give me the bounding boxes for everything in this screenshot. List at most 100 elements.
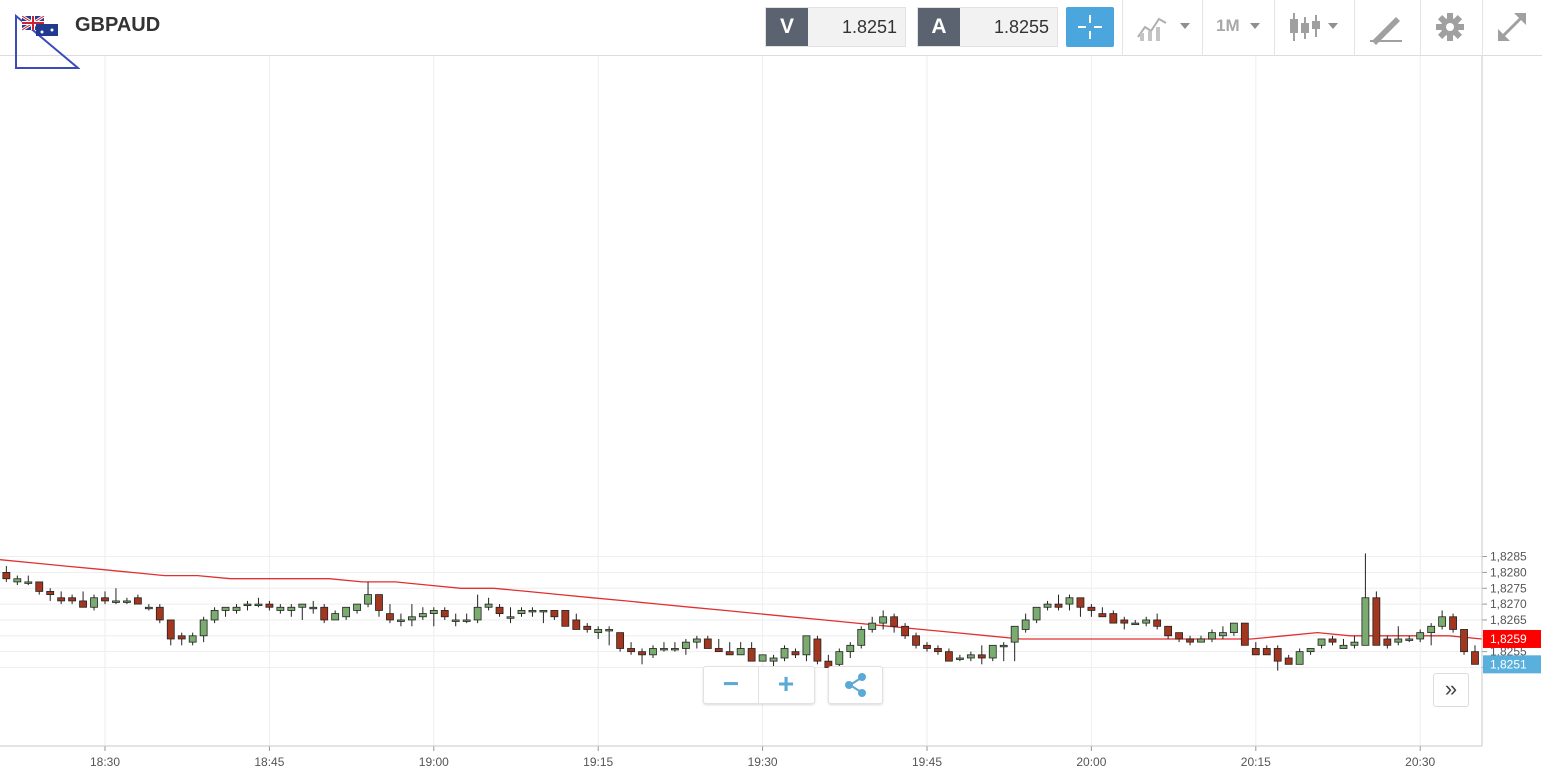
candle-down[interactable] (1328, 635, 1337, 646)
candle-up[interactable] (1427, 623, 1436, 646)
candle-up[interactable] (835, 648, 844, 668)
candle-down[interactable] (912, 632, 920, 649)
candle-down[interactable] (638, 648, 646, 665)
candle-down[interactable] (934, 645, 942, 655)
candle-down[interactable] (714, 638, 723, 653)
candle-up[interactable] (1405, 635, 1414, 643)
drawing-tools-button[interactable] (1366, 7, 1406, 47)
candle-up[interactable] (429, 607, 438, 627)
candle-down[interactable] (923, 642, 931, 652)
candle-down[interactable] (890, 613, 899, 633)
candle-up[interactable] (1438, 610, 1447, 630)
candle-up[interactable] (210, 607, 219, 624)
candle-up[interactable] (1032, 606, 1041, 624)
candle-up[interactable] (473, 594, 482, 624)
candle-down[interactable] (1098, 607, 1107, 618)
candle-down[interactable] (46, 588, 55, 601)
candle-up[interactable] (1339, 638, 1348, 649)
candle-up[interactable] (232, 604, 241, 614)
chart-type-button[interactable] (1132, 7, 1196, 47)
settings-button[interactable] (1430, 7, 1470, 47)
candle-up[interactable] (660, 642, 668, 652)
candle-up[interactable] (780, 645, 789, 662)
candle-down[interactable] (627, 642, 635, 655)
symbol-name[interactable]: GBPAUD (75, 14, 161, 36)
candle-down[interactable] (945, 648, 953, 662)
candle-up[interactable] (123, 597, 131, 605)
candle-up[interactable] (758, 654, 767, 662)
candle-up[interactable] (988, 644, 997, 662)
candle-up[interactable] (254, 597, 263, 608)
candle-up[interactable] (846, 642, 855, 658)
candle-down[interactable] (495, 604, 504, 617)
candle-down[interactable] (1087, 604, 1096, 617)
candle-up[interactable] (199, 616, 208, 643)
candle-down[interactable] (725, 642, 734, 656)
candle-down[interactable] (386, 604, 394, 624)
candle-down[interactable] (550, 610, 559, 620)
candle-up[interactable] (506, 607, 515, 624)
bid-price-box[interactable]: V 1.8251 (765, 7, 906, 47)
candle-down[interactable] (1262, 645, 1271, 656)
candle-up[interactable] (298, 603, 307, 620)
candle-up[interactable] (342, 606, 351, 620)
candle-up[interactable] (966, 651, 975, 662)
candle-down[interactable] (1383, 635, 1392, 649)
candle-up[interactable] (287, 604, 296, 617)
candle-up[interactable] (13, 575, 22, 586)
candle-up[interactable] (868, 616, 877, 633)
zoom-out-button[interactable]: − (704, 667, 759, 703)
candle-down[interactable] (101, 591, 109, 605)
candle-down[interactable] (1109, 610, 1118, 624)
candle-down[interactable] (572, 613, 581, 630)
candle-down[interactable] (977, 645, 986, 665)
candle-up[interactable] (331, 610, 340, 621)
candle-up[interactable] (1010, 625, 1019, 662)
candle-up[interactable] (243, 600, 252, 611)
candle-down[interactable] (1251, 642, 1260, 656)
candle-up[interactable] (397, 613, 405, 627)
candle-down[interactable] (901, 623, 909, 639)
candle-down[interactable] (561, 610, 570, 627)
candle-down[interactable] (616, 632, 625, 652)
scroll-to-latest-button[interactable]: » (1433, 673, 1469, 707)
candle-up[interactable] (1197, 635, 1205, 643)
candle-down[interactable] (1175, 632, 1183, 643)
candle-down[interactable] (1471, 645, 1479, 665)
candle-up[interactable] (276, 604, 285, 614)
candle-down[interactable] (791, 648, 800, 658)
candle-down[interactable] (813, 635, 822, 665)
candle-down[interactable] (57, 591, 66, 605)
candle-down[interactable] (35, 581, 44, 595)
candle-up[interactable] (451, 613, 460, 627)
candle-up[interactable] (857, 626, 866, 649)
candle-down[interactable] (177, 632, 186, 646)
candle-down[interactable] (1372, 591, 1381, 646)
candle-down[interactable] (1240, 622, 1249, 646)
candle-down[interactable] (1164, 625, 1173, 639)
candle-down[interactable] (79, 591, 87, 608)
candle-up[interactable] (1350, 635, 1359, 649)
candle-up[interactable] (528, 607, 537, 617)
candle-down[interactable] (166, 619, 175, 646)
candle-up[interactable] (1208, 629, 1216, 643)
candle-up[interactable] (1361, 553, 1370, 646)
candle-up[interactable] (1065, 594, 1074, 611)
share-button[interactable] (828, 666, 883, 704)
ask-price-box[interactable]: A 1.8255 (917, 7, 1058, 47)
candle-up[interactable] (1219, 626, 1227, 639)
candle-up[interactable] (1317, 638, 1326, 649)
candle-down[interactable] (320, 604, 329, 624)
candle-up[interactable] (1131, 619, 1140, 626)
candle-up[interactable] (1306, 648, 1315, 655)
candle-up[interactable] (188, 632, 197, 646)
candle-up[interactable] (309, 600, 318, 614)
candle-up[interactable] (681, 638, 690, 655)
candle-up[interactable] (1142, 616, 1151, 627)
timeframe-button[interactable] (1208, 7, 1270, 47)
candle-down[interactable] (1449, 613, 1457, 633)
candle-up[interactable] (364, 581, 372, 608)
candle-down[interactable] (1460, 629, 1468, 655)
crosshair-button[interactable] (1066, 7, 1114, 47)
candle-down[interactable] (2, 566, 11, 582)
